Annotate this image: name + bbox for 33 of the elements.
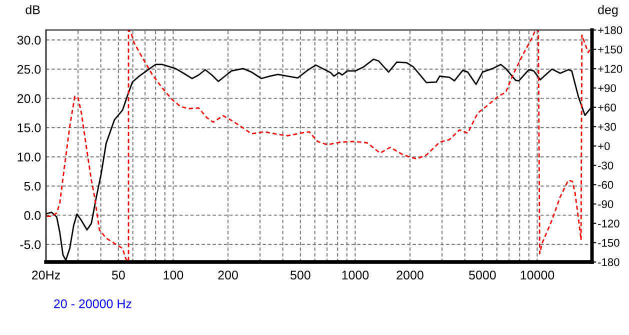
y2-tick-label: +0 <box>598 142 610 150</box>
y2-tick-label: -90 <box>598 200 614 208</box>
y2-tick-label: -180 <box>598 258 620 266</box>
y-tick-label: 15.0 <box>18 123 41 132</box>
y-tick-label: 5.0 <box>24 182 41 191</box>
x-tick-label: 2000 <box>396 270 424 280</box>
y2-tick-label: +120 <box>598 64 622 73</box>
x-tick-label: 100 <box>164 270 184 280</box>
y-tick-label: 25.0 <box>17 64 41 74</box>
x-tick-label: 50 <box>112 270 125 280</box>
y2-tick-label: -120 <box>598 220 620 228</box>
y-tick-label: -5.0 <box>20 240 41 250</box>
y2-tick-label: -30 <box>598 162 614 170</box>
x-tick-label: 200 <box>218 270 238 280</box>
x-tick-label: 5000 <box>469 270 496 280</box>
text: 20 - 20000 Hz <box>54 299 132 308</box>
x-tick-label: 10000 <box>520 270 554 280</box>
y2-tick-label: +60 <box>598 104 616 112</box>
x-tick-label: 20Hz <box>32 270 60 280</box>
y-tick-label: 0.0 <box>24 211 41 220</box>
y-tick-label: 30.0 <box>17 36 41 45</box>
y2-axis-title: deg <box>598 5 618 17</box>
y-tick-label: 20.0 <box>17 94 41 104</box>
y2-tick-label: +150 <box>598 46 622 54</box>
y-axis-title: dB <box>26 5 40 14</box>
y-tick-label: 10.0 <box>18 152 41 162</box>
x-tick-label: 1000 <box>342 270 369 280</box>
y2-tick-label: +30 <box>598 122 616 131</box>
x-tick-label: 500 <box>290 270 310 280</box>
y2-tick-label: -150 <box>598 238 620 247</box>
y2-tick-label: +90 <box>598 84 616 92</box>
y2-tick-label: +180 <box>598 26 622 34</box>
y2-tick-label: -60 <box>598 180 614 189</box>
